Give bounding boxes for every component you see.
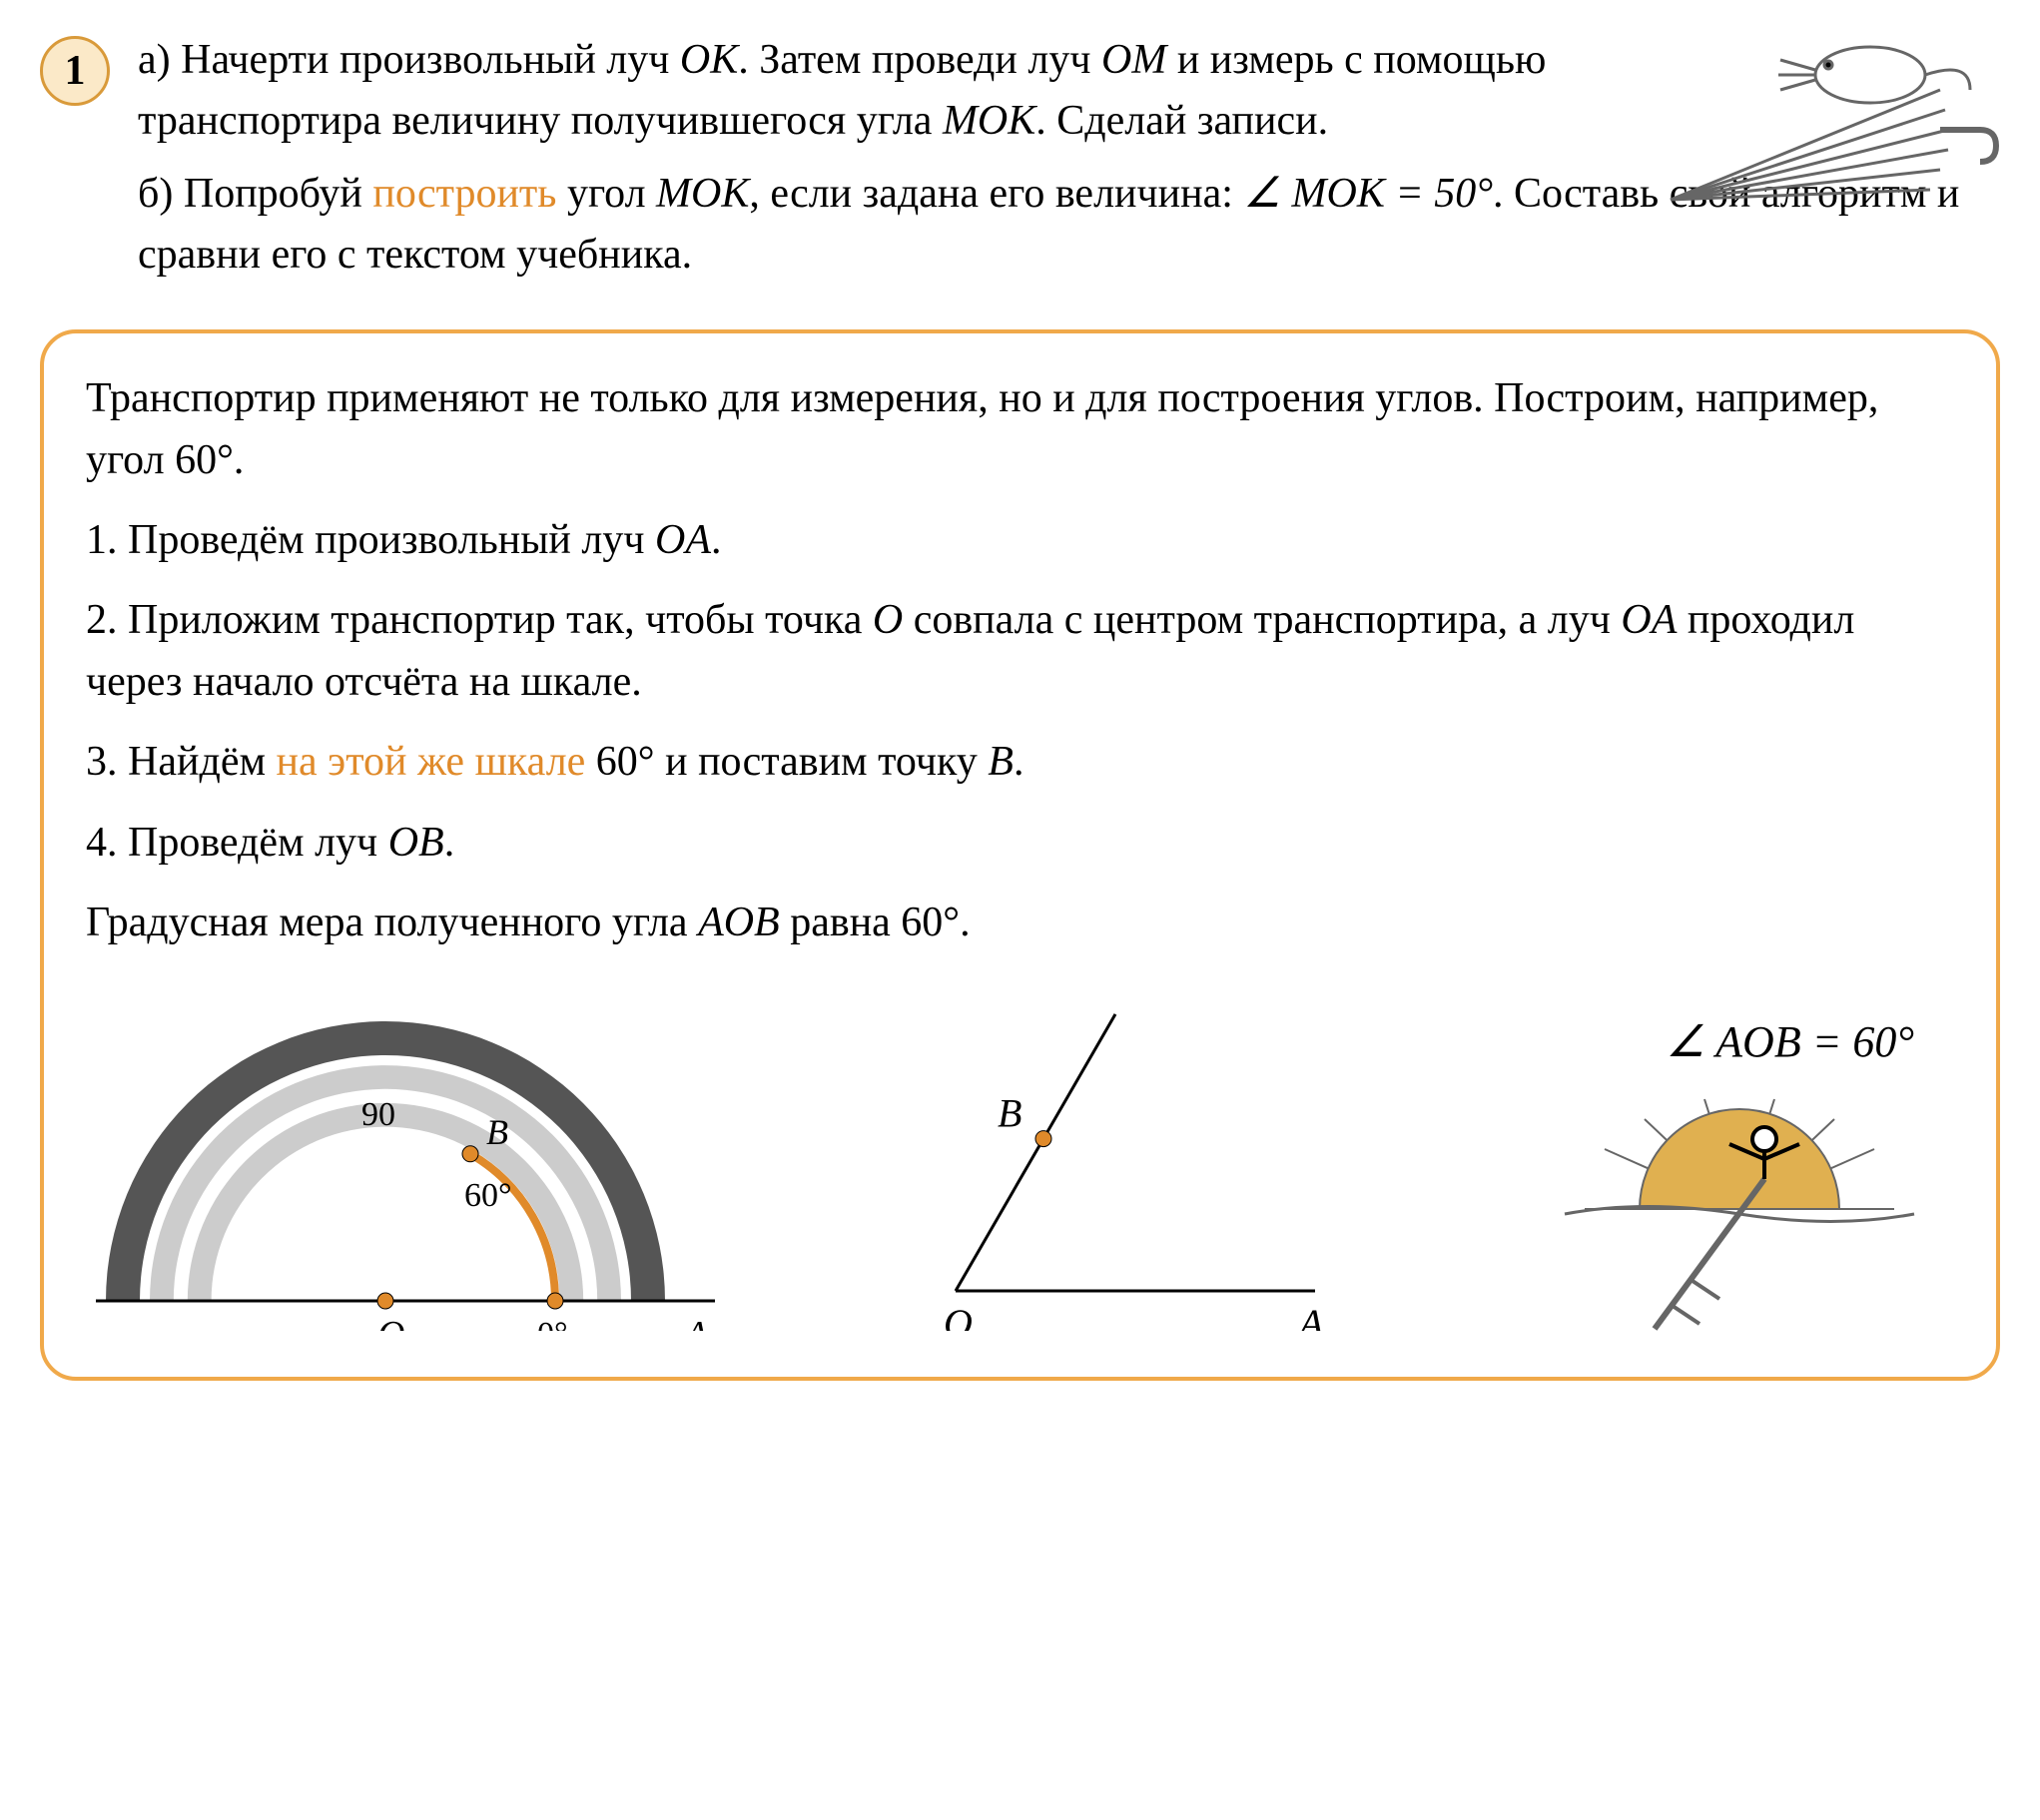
angle-mok: MOK — [656, 171, 749, 217]
angle-figure: O A B — [886, 991, 1365, 1349]
text: , если задана его величина: — [749, 171, 1243, 217]
svg-text:B: B — [486, 1112, 508, 1152]
text: Приложим транспортир так, чтобы точка — [118, 597, 873, 643]
text: . Затем проведи луч — [738, 37, 1101, 83]
protractor-figure: 90 B 60° 0° O A — [86, 971, 725, 1349]
info-step-3: 3. Найдём на этой же шкале 60° и постави… — [86, 731, 1954, 793]
info-step-2: 2. Приложим транспортир так, чтобы точка… — [86, 589, 1954, 713]
info-step-1: 1. Проведём произвольный луч OA. — [86, 509, 1954, 571]
point-o: O — [873, 597, 903, 643]
text: угол — [556, 171, 656, 217]
text: 60° и поставим точку — [585, 739, 988, 785]
step-num: 2. — [86, 597, 118, 643]
text: . — [711, 517, 722, 563]
highlight-scale: на этой же шкале — [277, 739, 586, 785]
text: . Сделай записи. — [1035, 98, 1328, 144]
ray-oa: OA — [1621, 597, 1677, 643]
highlight-build: построить — [372, 171, 556, 217]
mouse-umbrella-icon — [1641, 30, 2000, 240]
text: Найдём — [118, 739, 277, 785]
sunset-decoration: ∠ AOB = 60° — [1525, 1009, 1954, 1349]
step-num: 1. — [86, 517, 118, 563]
text: Проведём произвольный луч — [118, 517, 656, 563]
text: Проведём луч — [118, 820, 388, 866]
text: равна 60°. — [780, 900, 971, 945]
svg-text:0°: 0° — [537, 1316, 568, 1331]
text: совпала с центром транспортира, а луч — [903, 597, 1621, 643]
angle-aob: AOB — [698, 900, 780, 945]
task-b-prefix: б) — [138, 171, 173, 217]
info-step-4: 4. Проведём луч OB. — [86, 812, 1954, 874]
step-num: 3. — [86, 739, 118, 785]
svg-text:90: 90 — [361, 1096, 395, 1133]
info-conclusion: Градусная мера полученного угла AOB равн… — [86, 892, 1954, 953]
ray-ob: OB — [388, 820, 444, 866]
text: Начерти произвольный луч — [181, 37, 680, 83]
angle-equation-display: ∠ AOB = 60° — [1667, 1009, 1914, 1074]
svg-text:O: O — [377, 1314, 404, 1331]
ray-ok: OK — [680, 37, 738, 83]
step-num: 4. — [86, 820, 118, 866]
text: Градусная мера полученного угла — [86, 900, 698, 945]
svg-text:60°: 60° — [464, 1177, 512, 1214]
task-block: а) Начерти произвольный луч OK. Затем пр… — [138, 30, 2000, 309]
ray-oa: OA — [655, 517, 711, 563]
svg-text:B: B — [998, 1090, 1021, 1135]
info-box: Транспортир применяют не только для изме… — [40, 329, 2000, 1381]
svg-text:A: A — [1296, 1301, 1324, 1331]
ray-om: OM — [1101, 37, 1166, 83]
text: Попробуй — [173, 171, 372, 217]
angle-equation: ∠ MOK = 50° — [1243, 171, 1493, 217]
text: . — [444, 820, 455, 866]
text: . — [1014, 739, 1024, 785]
problem-number-badge: 1 — [40, 36, 110, 106]
angle-mok: MOK — [943, 98, 1035, 144]
point-b: B — [988, 739, 1014, 785]
figures-row: 90 B 60° 0° O A O A B ∠ AOB = 60° — [86, 971, 1954, 1349]
svg-text:O: O — [944, 1301, 973, 1331]
task-a-prefix: а) — [138, 37, 171, 83]
info-intro: Транспортир применяют не только для изме… — [86, 367, 1954, 491]
svg-text:A: A — [682, 1314, 709, 1331]
